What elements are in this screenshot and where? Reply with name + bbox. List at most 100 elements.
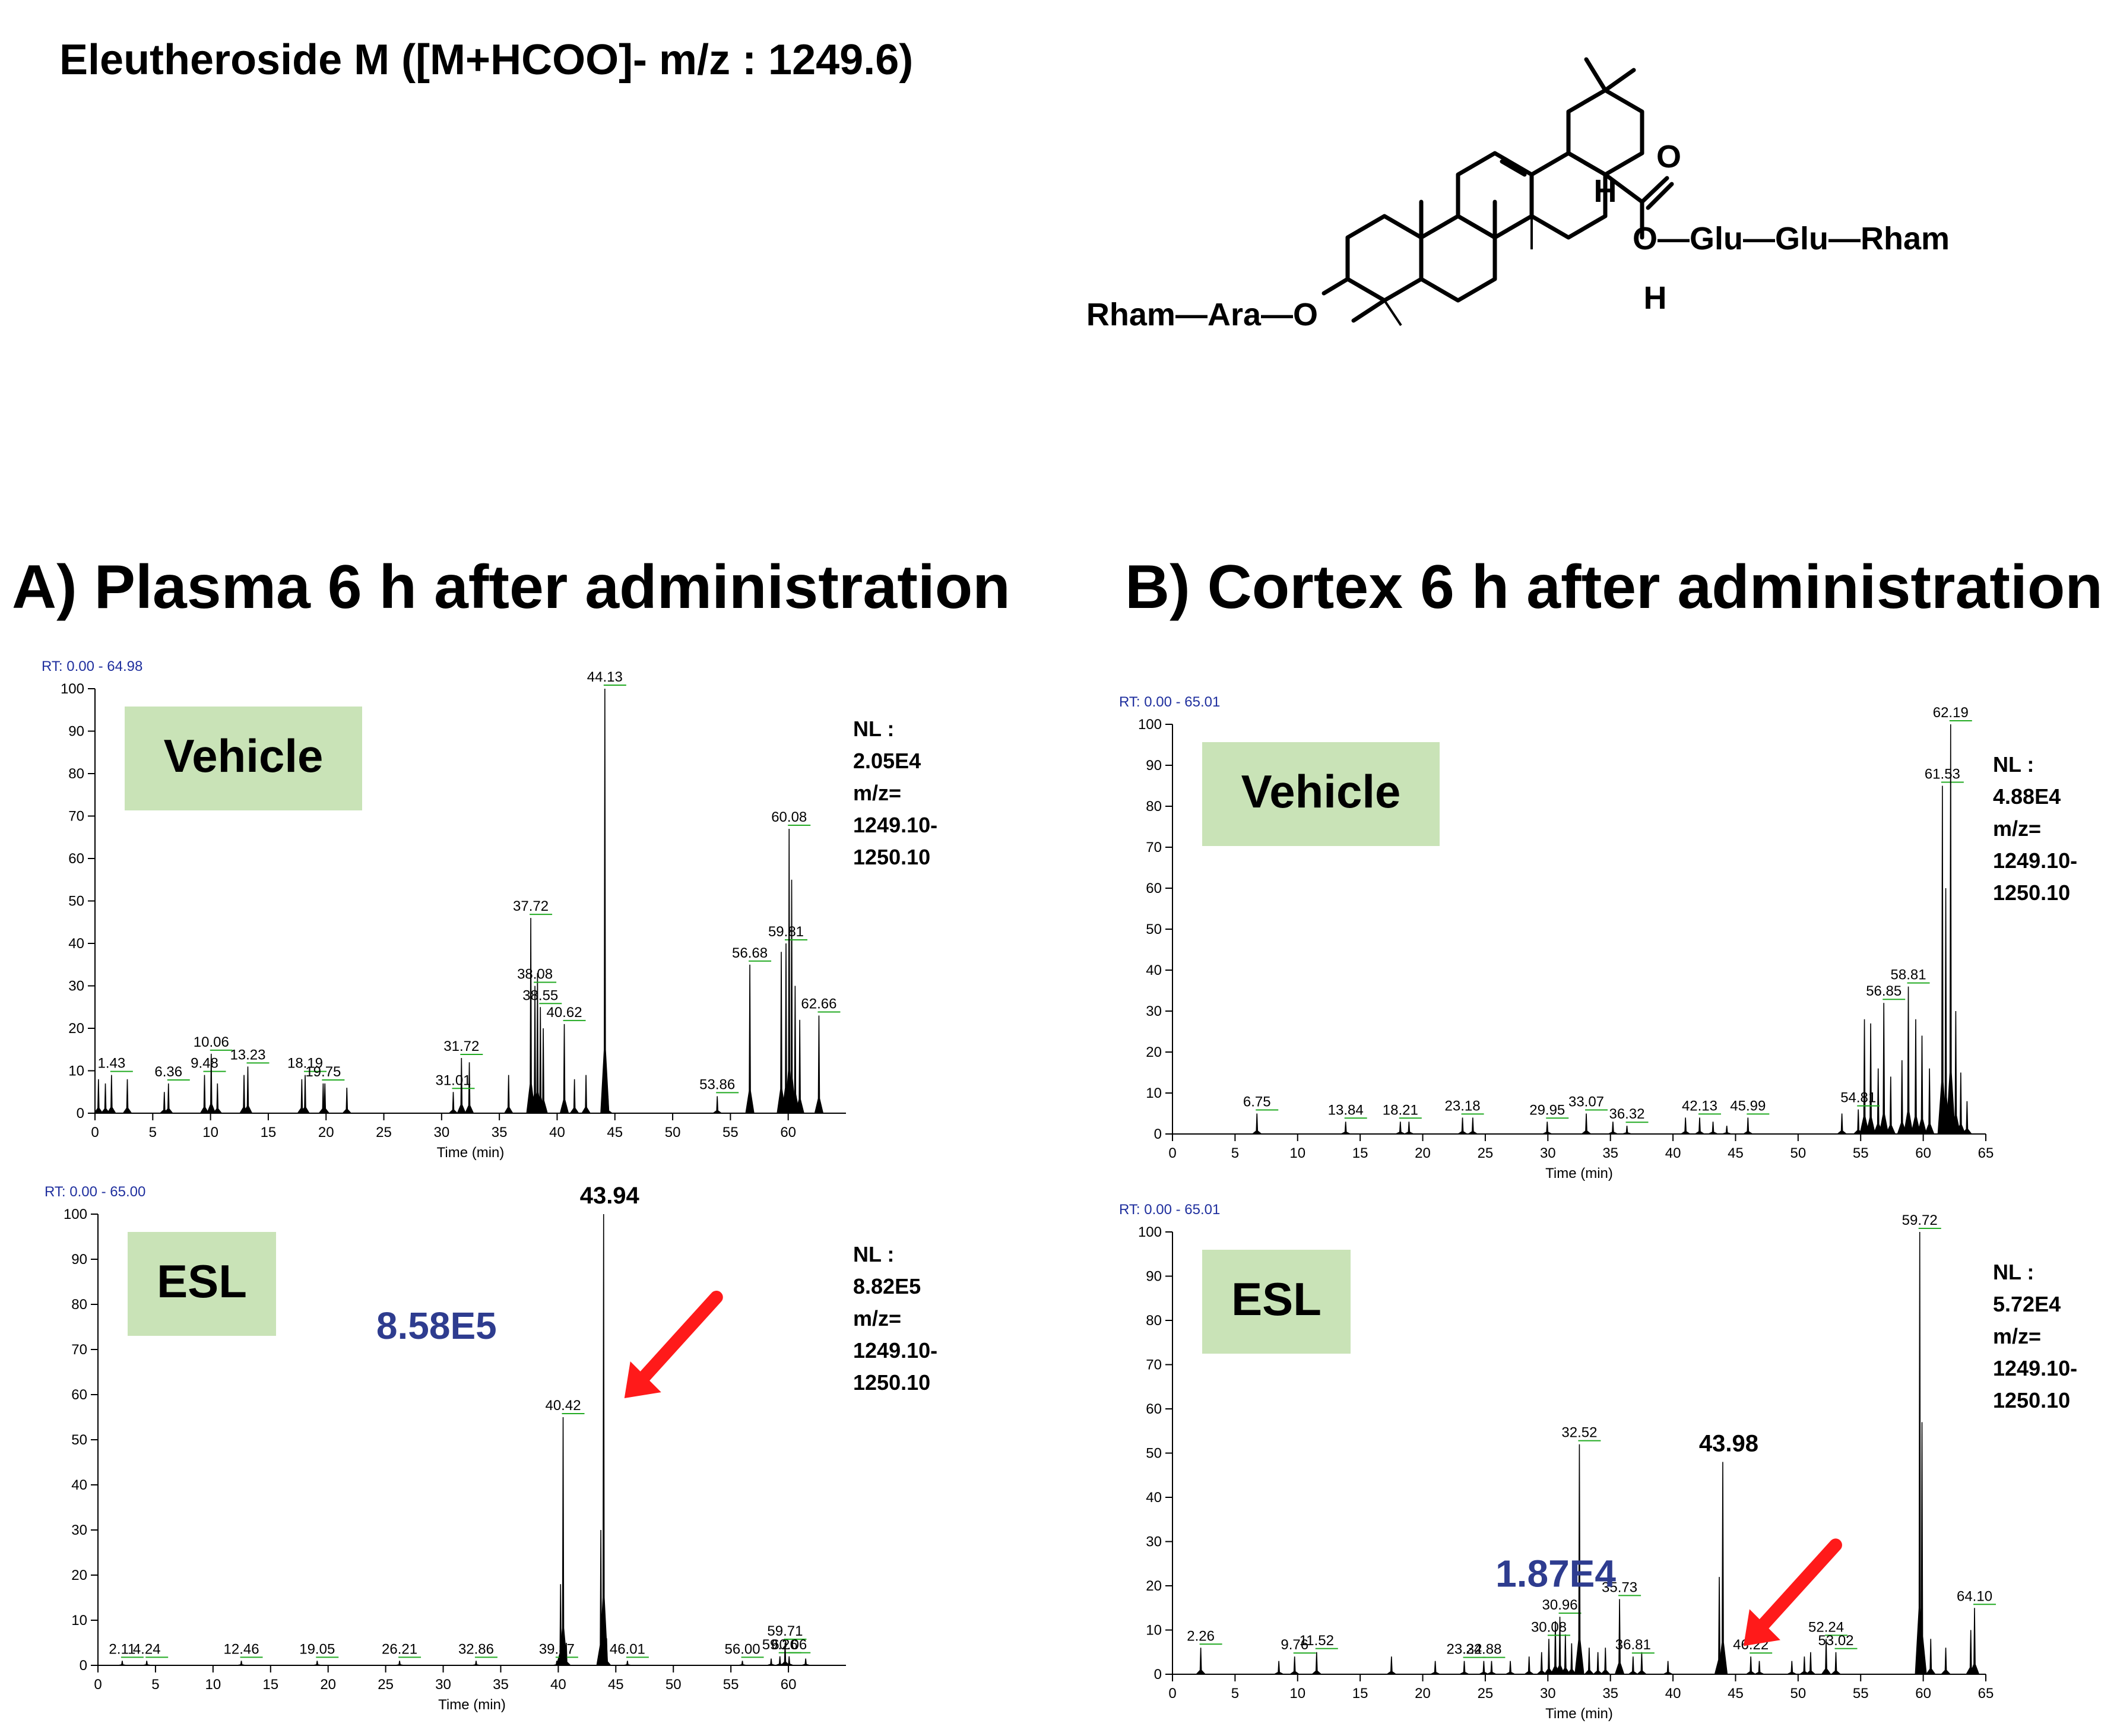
nl-info-line: m/z=	[853, 1306, 901, 1330]
x-tick-label: 65	[1978, 1686, 1994, 1702]
ester-chain-label: O—Glu—Glu—Rham	[1633, 221, 1950, 256]
chromatogram-peak	[142, 1661, 151, 1666]
x-tick-label: 0	[91, 1124, 99, 1141]
y-tick-label: 0	[80, 1658, 87, 1674]
x-tick-label: 0	[1168, 1145, 1176, 1161]
peak-label: 38.55	[522, 987, 558, 1003]
chromatogram-peak	[213, 1083, 222, 1114]
chromatogram-peak	[1487, 1661, 1497, 1675]
chromatogram-peak	[1969, 1608, 1980, 1675]
intensity-value: 8.58E5	[376, 1304, 497, 1347]
y-tick-label: 70	[71, 1342, 87, 1358]
peak-label: 36.81	[1615, 1637, 1651, 1653]
nl-info-line: 8.82E5	[853, 1274, 921, 1298]
peak-label: 6.36	[154, 1064, 182, 1080]
peak-label: 26.21	[382, 1641, 417, 1657]
chromatogram-peak	[1637, 1652, 1647, 1675]
chromatogram-peak	[449, 1092, 458, 1114]
peak-label: 37.72	[513, 898, 549, 914]
chromatogram-peak	[1956, 1072, 1966, 1135]
peak-label: 52.24	[1808, 1619, 1844, 1635]
chromatogram-peak	[559, 1024, 569, 1114]
chromatogram-peak	[313, 1661, 322, 1666]
y-tick-label: 90	[1146, 758, 1162, 774]
chromatogram-peak	[1274, 1661, 1283, 1675]
sample-label: ESL	[157, 1255, 247, 1307]
x-tick-label: 40	[1665, 1686, 1681, 1702]
chromatogram-peak	[1945, 724, 1956, 1135]
chromatogram-peak	[94, 1079, 103, 1114]
chromatogram-peak	[1584, 1648, 1594, 1675]
chromatogram-peak	[745, 964, 755, 1114]
x-tick-label: 60	[781, 1677, 797, 1693]
peak-label: 9.76	[1281, 1637, 1308, 1653]
peak-label: 45.99	[1730, 1098, 1766, 1114]
nl-info-line: 1250.10	[853, 845, 930, 869]
chromatogram-peak	[552, 1661, 561, 1666]
nl-info-line: NL :	[1993, 1260, 2034, 1284]
y-tick-label: 70	[68, 809, 84, 825]
nl-info-line: 1249.10-	[853, 1338, 937, 1363]
chromatogram-peak	[1917, 1035, 1927, 1135]
peak-label: 19.05	[299, 1641, 335, 1657]
peak-label: 24.88	[1466, 1642, 1501, 1658]
glycoside-chain-label: Rham—Ara—O	[1086, 297, 1318, 332]
x-tick-label: 55	[1853, 1145, 1869, 1161]
y-tick-label: 50	[68, 894, 84, 910]
chromatogram-peak	[1555, 1617, 1565, 1675]
y-tick-label: 0	[1154, 1126, 1162, 1142]
chromatogram-peak	[766, 1658, 776, 1666]
peak-label: 31.72	[443, 1038, 479, 1054]
chromatogram-peak	[1608, 1122, 1618, 1135]
target-arrow-head	[1743, 1609, 1780, 1646]
chromatogram-peak	[164, 1083, 173, 1114]
chromatogram-peak	[781, 1642, 790, 1666]
chromatogram-peak	[535, 1007, 545, 1114]
x-tick-label: 20	[320, 1677, 336, 1693]
chromatogram-peak	[1524, 1656, 1534, 1675]
chromatogram-peak	[1941, 1648, 1951, 1675]
sample-label: Vehicle	[164, 730, 324, 782]
chromatogram-peak	[1859, 1019, 1869, 1135]
peak-label: 31.01	[435, 1072, 471, 1088]
nl-info-line: 1249.10-	[1993, 1356, 2077, 1380]
chromatogram-peak	[1743, 1117, 1753, 1135]
peak-label: 23.32	[1446, 1642, 1482, 1658]
chromatogram-peak	[1915, 1231, 1925, 1675]
y-tick-label: 60	[71, 1387, 87, 1403]
peak-label: 2.26	[1187, 1628, 1215, 1644]
target-arrow	[1753, 1538, 1842, 1635]
intensity-value: 1.87E4	[1495, 1552, 1616, 1595]
chromatogram-peak	[1536, 1652, 1546, 1675]
x-tick-label: 30	[1540, 1686, 1556, 1702]
chromatogram-peak	[457, 1058, 466, 1114]
x-tick-label: 35	[1602, 1145, 1618, 1161]
peak-label: 62.19	[1933, 705, 1969, 721]
chromatogram-peak	[777, 952, 786, 1114]
peak-label: 38.08	[517, 967, 553, 983]
chromatogram-peak	[784, 828, 794, 1114]
chromatogram-peak	[1289, 1656, 1300, 1675]
x-tick-label: 25	[378, 1677, 394, 1693]
peak-label: 46.01	[610, 1641, 645, 1657]
chromatogram-peak	[1681, 1117, 1690, 1135]
x-tick-label: 5	[151, 1677, 159, 1693]
chromatogram-peak	[1831, 1652, 1841, 1675]
x-tick-label: 45	[1728, 1145, 1744, 1161]
peak-label: 40.42	[545, 1398, 581, 1414]
chromatogram-peak	[395, 1661, 404, 1666]
x-tick-label: 10	[202, 1124, 218, 1141]
peak-label: 53.02	[1818, 1633, 1853, 1649]
x-tick-label: 45	[1728, 1686, 1744, 1702]
y-tick-label: 0	[1154, 1667, 1162, 1683]
chromatogram-peak	[801, 1658, 810, 1666]
chromatogram-peak	[1865, 1023, 1876, 1135]
x-tick-label: 10	[1289, 1686, 1305, 1702]
chromatogram-peak	[581, 1075, 591, 1114]
chromatogram-peak	[237, 1661, 246, 1666]
x-tick-label: 50	[1790, 1145, 1806, 1161]
chromatogram-peak	[1479, 1661, 1489, 1675]
chromatogram-peak	[1574, 1444, 1584, 1675]
